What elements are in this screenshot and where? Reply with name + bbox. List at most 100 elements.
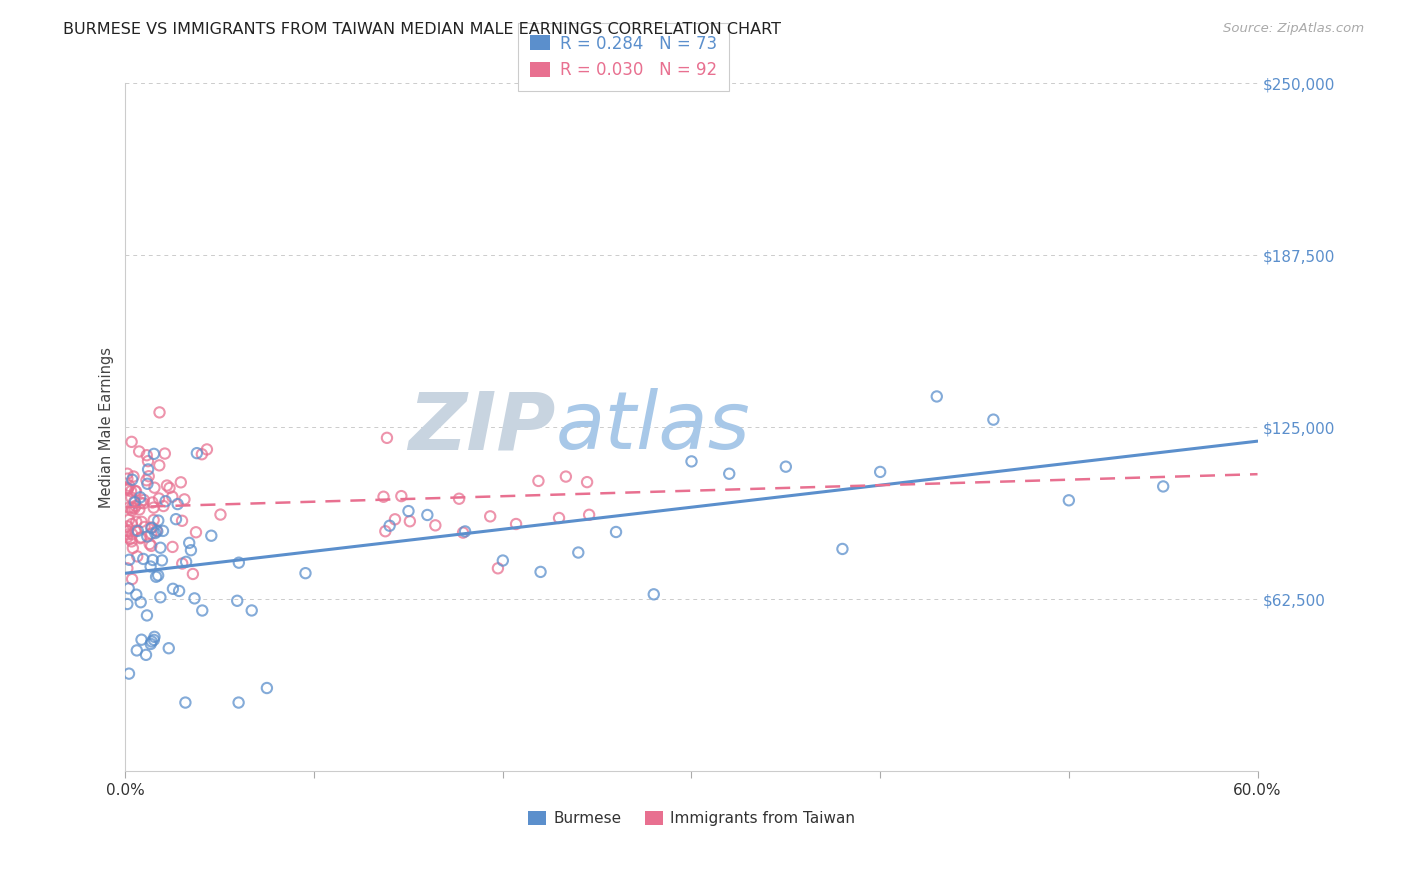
Point [122, 495, 145, 509]
Point [567, 545, 589, 559]
Point [157, 641, 180, 656]
Point [159, 481, 181, 495]
Point [149, 541, 172, 555]
Point [605, 524, 627, 539]
Y-axis label: Median Male Earnings: Median Male Earnings [100, 347, 114, 508]
Point [117, 524, 139, 538]
Point [162, 540, 184, 554]
Point [179, 536, 201, 550]
Point [136, 454, 159, 468]
Point [166, 497, 188, 511]
Point [479, 509, 502, 524]
Point [141, 634, 163, 648]
Point [142, 447, 165, 461]
Point [172, 557, 194, 571]
Point [170, 514, 193, 528]
Point [125, 643, 148, 657]
Point [129, 531, 152, 545]
Point [143, 526, 166, 541]
Point [120, 484, 142, 499]
Point [139, 637, 162, 651]
Point [174, 555, 197, 569]
Point [125, 484, 148, 499]
Point [132, 552, 155, 566]
Point [118, 553, 141, 567]
Point [373, 490, 395, 504]
Point [129, 595, 152, 609]
Point [869, 465, 891, 479]
Text: atlas: atlas [555, 388, 751, 467]
Point [118, 582, 141, 596]
Point [117, 597, 139, 611]
Point [134, 520, 156, 534]
Point [1057, 493, 1080, 508]
Point [135, 648, 157, 662]
Point [425, 518, 447, 533]
Point [131, 515, 153, 529]
Point [643, 587, 665, 601]
Point [118, 666, 141, 681]
Point [120, 491, 142, 505]
Point [228, 696, 250, 710]
Point [925, 389, 948, 403]
Point [148, 514, 170, 528]
Point [121, 572, 143, 586]
Point [129, 530, 152, 544]
Point [148, 458, 170, 473]
Point [378, 518, 401, 533]
Point [181, 566, 204, 581]
Point [125, 524, 148, 538]
Point [125, 515, 148, 529]
Point [124, 499, 146, 513]
Point [121, 503, 143, 517]
Point [121, 500, 143, 515]
Point [136, 529, 159, 543]
Point [117, 530, 139, 544]
Point [121, 473, 143, 487]
Point [118, 500, 141, 515]
Point [121, 434, 143, 449]
Point [399, 514, 422, 528]
Point [117, 482, 139, 496]
Point [129, 491, 152, 505]
Point [124, 501, 146, 516]
Point [118, 513, 141, 527]
Point [117, 519, 139, 533]
Text: Source: ZipAtlas.com: Source: ZipAtlas.com [1223, 22, 1364, 36]
Point [139, 559, 162, 574]
Point [576, 475, 599, 489]
Point [527, 474, 550, 488]
Point [155, 494, 177, 508]
Point [141, 495, 163, 509]
Point [165, 512, 187, 526]
Point [173, 492, 195, 507]
Point [226, 594, 249, 608]
Point [1152, 479, 1174, 493]
Point [127, 524, 149, 538]
Point [146, 524, 169, 539]
Point [548, 511, 571, 525]
Point [256, 681, 278, 695]
Point [294, 566, 316, 581]
Point [117, 524, 139, 538]
Point [121, 534, 143, 549]
Point [121, 541, 143, 555]
Point [451, 525, 474, 540]
Point [449, 491, 471, 506]
Point [125, 588, 148, 602]
Point [775, 459, 797, 474]
Point [138, 469, 160, 483]
Point [529, 565, 551, 579]
Point [131, 632, 153, 647]
Point [117, 482, 139, 496]
Point [180, 543, 202, 558]
Point [121, 516, 143, 531]
Point [141, 520, 163, 534]
Point [150, 553, 173, 567]
Point [124, 495, 146, 509]
Point [142, 500, 165, 515]
Point [142, 553, 165, 567]
Point [183, 591, 205, 606]
Point [156, 478, 179, 492]
Point [136, 462, 159, 476]
